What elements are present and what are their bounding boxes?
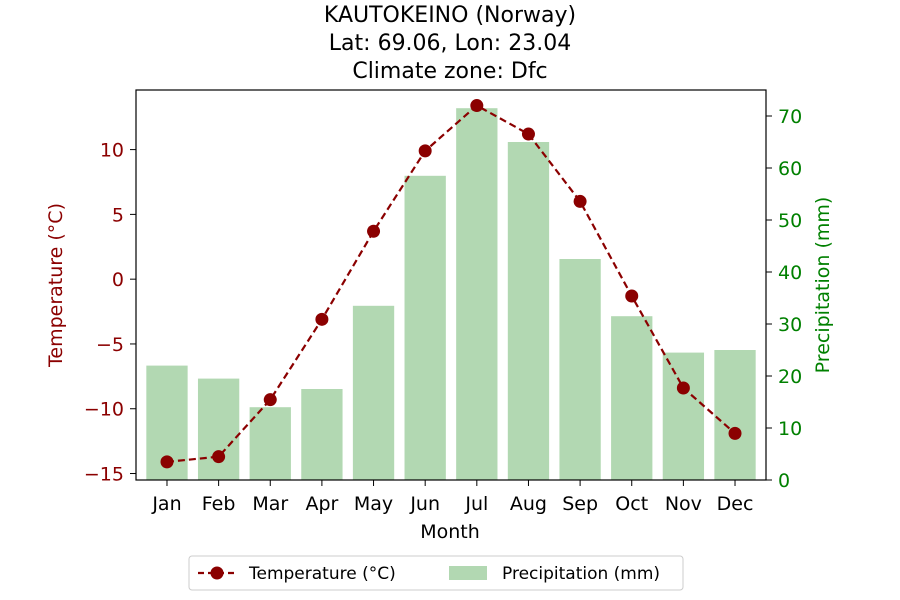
temperature-point-feb	[212, 450, 226, 464]
y-left-tick-label: 10	[100, 140, 124, 162]
chart-title: KAUTOKEINO (Norway) Lat: 69.06, Lon: 23.…	[324, 3, 576, 84]
x-tick-label-aug: Aug	[510, 493, 547, 515]
temperature-point-dec	[728, 426, 742, 440]
y-left-tick-label: −10	[84, 399, 124, 421]
x-tick-label-may: May	[354, 493, 393, 515]
legend-precipitation-swatch	[449, 566, 487, 580]
precipitation-bar-oct	[611, 316, 653, 480]
y-right-tick-label: 60	[778, 158, 802, 180]
precipitation-bar-mar	[249, 407, 291, 480]
precipitation-bar-may	[352, 305, 395, 480]
y-left-tick-label: −15	[84, 464, 124, 486]
precipitation-bar-sep	[559, 259, 601, 480]
title-line-3: Climate zone: Dfc	[352, 59, 547, 84]
title-line-2: Lat: 69.06, Lon: 23.04	[329, 31, 571, 56]
y-axis-right: 0 10 20 30 40 50 60 70	[766, 106, 802, 492]
temperature-point-jan	[160, 455, 174, 469]
temperature-point-jul	[470, 99, 484, 113]
legend-temperature-marker	[210, 566, 224, 580]
x-axis-label: Month	[420, 521, 480, 543]
y-right-tick-label: 70	[778, 106, 802, 128]
x-tick-label-jan: Jan	[151, 493, 181, 515]
precipitation-bar-aug	[507, 142, 550, 480]
temperature-point-oct	[625, 289, 639, 303]
y-left-tick-label: 5	[112, 204, 124, 226]
temperature-point-jun	[418, 144, 432, 158]
precipitation-bars	[146, 108, 756, 481]
precipitation-bar-jul	[456, 108, 498, 480]
x-tick-label-apr: Apr	[305, 493, 338, 515]
y-left-tick-label: 0	[112, 269, 124, 291]
temperature-point-mar	[263, 393, 277, 407]
x-tick-label-jul: Jul	[464, 493, 488, 515]
y-right-tick-label: 50	[778, 210, 802, 232]
temperature-point-sep	[573, 194, 587, 208]
legend-temperature-label: Temperature (°C)	[248, 564, 396, 584]
x-tick-label-sep: Sep	[562, 493, 598, 515]
y-right-tick-label: 30	[778, 314, 802, 336]
title-line-1: KAUTOKEINO (Norway)	[324, 3, 576, 28]
y-right-tick-label: 20	[778, 366, 802, 388]
temperature-point-may	[367, 224, 381, 238]
x-tick-label-feb: Feb	[202, 493, 236, 515]
legend-precipitation-label: Precipitation (mm)	[502, 564, 660, 584]
y-axis-left: −15 −10 −5 0 5 10	[84, 140, 136, 486]
temperature-point-aug	[521, 127, 535, 141]
y-axis-left-label: Temperature (°C)	[45, 203, 67, 368]
y-right-tick-label: 40	[778, 262, 802, 284]
plot-frame	[135, 89, 767, 481]
temperature-line-series	[160, 99, 742, 469]
y-right-tick-label: 0	[778, 470, 790, 492]
x-tick-label-mar: Mar	[252, 493, 288, 515]
legend: Temperature (°C) Precipitation (mm)	[188, 555, 684, 591]
temperature-line	[166, 104, 736, 463]
precipitation-bar-jun	[404, 175, 446, 481]
temperature-point-apr	[315, 312, 329, 326]
precipitation-bar-apr	[301, 389, 343, 480]
precipitation-bar-nov	[662, 352, 705, 480]
precipitation-bar-dec	[714, 350, 756, 480]
y-left-tick-label: −5	[96, 334, 124, 356]
y-right-tick-label: 10	[778, 418, 802, 440]
x-tick-label-jun: Jun	[409, 493, 440, 515]
x-tick-label-oct: Oct	[615, 493, 648, 515]
legend-box	[188, 555, 684, 591]
x-axis: Jan Feb Mar Apr May Jun Jul Aug Sep Oct Nov Dec	[151, 480, 753, 515]
y-axis-right-label: Precipitation (mm)	[812, 197, 834, 374]
x-tick-label-nov: Nov	[665, 493, 702, 515]
x-tick-label-dec: Dec	[717, 493, 754, 515]
temperature-point-nov	[676, 381, 690, 395]
precipitation-bar-feb	[197, 378, 240, 480]
